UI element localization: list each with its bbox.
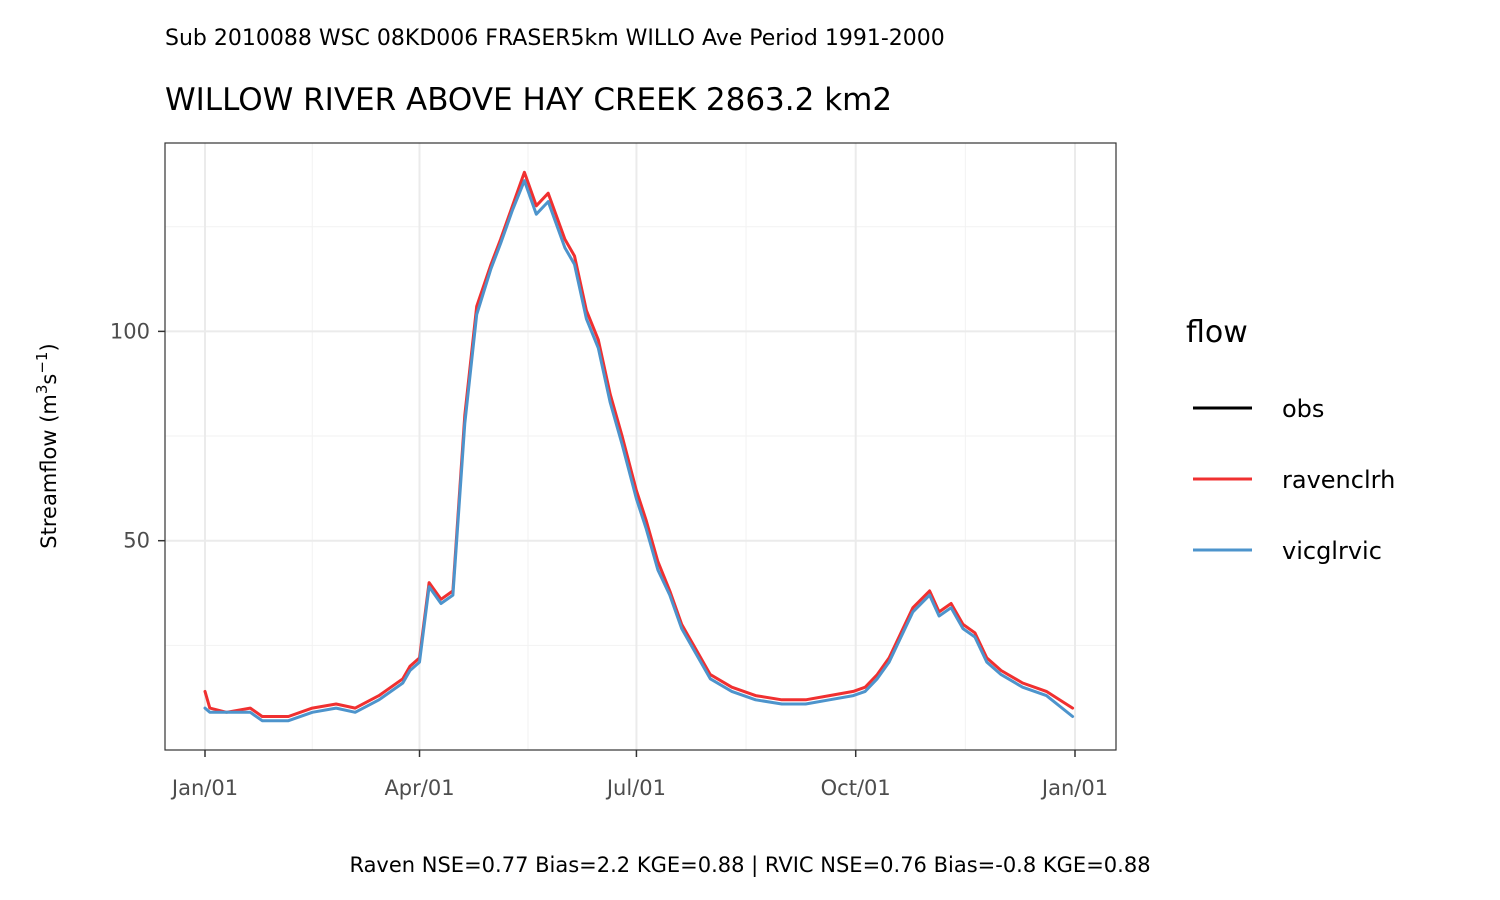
y-tick-label: 100 <box>110 319 150 343</box>
legend: flow obs ravenclrh vicglrvic <box>1186 315 1395 565</box>
chart-subtitle: Sub 2010088 WSC 08KD006 FRASER5km WILLO … <box>165 26 945 51</box>
legend-title: flow <box>1186 315 1248 350</box>
panel-border <box>164 142 1117 751</box>
y-axis-title-sup2: −1 <box>33 352 51 374</box>
y-axis-title: Streamflow (m3s−1) <box>33 343 61 548</box>
grid-lines <box>165 143 1116 750</box>
chart-caption: Raven NSE=0.77 Bias=2.2 KGE=0.88 | RVIC … <box>349 853 1150 878</box>
plot-panel <box>164 142 1117 751</box>
x-tick-label: Jan/01 <box>1040 776 1108 800</box>
y-tick-label: 50 <box>123 529 150 553</box>
x-tick-label: Jan/01 <box>170 776 238 800</box>
x-tick-label: Oct/01 <box>821 776 891 800</box>
series-line-vicglrvic <box>203 179 1075 723</box>
x-axis: Jan/01 Apr/01 Jul/01 Oct/01 Jan/01 <box>170 750 1108 800</box>
legend-label-vicglrvic: vicglrvic <box>1282 537 1382 565</box>
legend-entries: obs ravenclrh vicglrvic <box>1193 395 1395 565</box>
series-lines <box>203 170 1075 723</box>
y-axis: 50 100 <box>110 319 165 553</box>
y-axis-title-end: ) <box>37 343 61 351</box>
legend-label-obs: obs <box>1282 395 1324 423</box>
y-axis-title-mid: s <box>37 374 61 385</box>
y-axis-title-sup1: 3 <box>33 385 51 395</box>
x-tick-label: Jul/01 <box>605 776 666 800</box>
x-tick-label: Apr/01 <box>384 776 454 800</box>
series-line-ravenclrh <box>203 170 1075 718</box>
panel-background <box>165 143 1116 750</box>
y-axis-title-main: Streamflow (m <box>37 394 61 549</box>
legend-label-ravenclrh: ravenclrh <box>1282 466 1395 494</box>
chart-title: WILLOW RIVER ABOVE HAY CREEK 2863.2 km2 <box>165 82 892 118</box>
